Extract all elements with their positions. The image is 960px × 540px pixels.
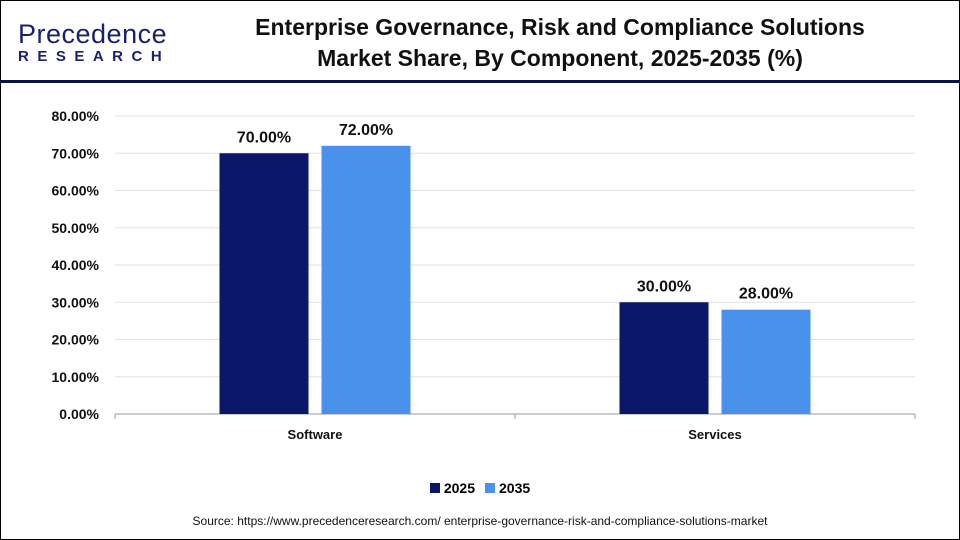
logo-line2: RESEARCH [18, 48, 171, 65]
legend-item-2035: 2035 [485, 480, 530, 496]
title-line1: Enterprise Governance, Risk and Complian… [255, 14, 865, 40]
legend-label-2025: 2025 [443, 480, 475, 496]
bar-2025-software [219, 153, 309, 414]
logo: Precedence RESEARCH [18, 20, 170, 65]
data-label: 28.00% [739, 286, 793, 303]
source-note: Source: https://www.precedenceresearch.c… [192, 514, 768, 528]
legend-item-2025: 2025 [429, 480, 475, 496]
x-tick-label: Services [688, 427, 742, 442]
y-tick-label: 50.00% [52, 220, 100, 236]
legend-label-2035: 2035 [499, 480, 531, 496]
y-tick-label: 0.00% [59, 406, 99, 422]
y-tick-label: 80.00% [52, 108, 100, 124]
chart-title: Enterprise Governance, Risk and Complian… [210, 12, 910, 74]
y-tick-label: 10.00% [52, 369, 100, 385]
data-label: 72.00% [339, 122, 393, 139]
bar-2025-services [619, 302, 709, 414]
title-line2: Market Share, By Component, 2025-2035 (%… [317, 45, 803, 71]
x-tick-label: Software [288, 427, 343, 442]
y-tick-label: 30.00% [52, 294, 100, 310]
legend-swatch-2025 [429, 483, 440, 493]
legend: 2025 2035 [0, 480, 960, 496]
logo-line1: Precedence [18, 19, 168, 49]
y-tick-label: 60.00% [52, 183, 100, 199]
y-tick-label: 20.00% [52, 332, 100, 348]
bar-2035-services [721, 309, 811, 414]
y-tick-label: 40.00% [52, 257, 100, 273]
y-tick-label: 70.00% [52, 145, 100, 161]
legend-swatch-2035 [485, 483, 495, 493]
data-label: 70.00% [237, 129, 291, 146]
data-label: 30.00% [637, 278, 691, 295]
bar-2035-software [321, 145, 411, 415]
header-divider [0, 80, 960, 83]
